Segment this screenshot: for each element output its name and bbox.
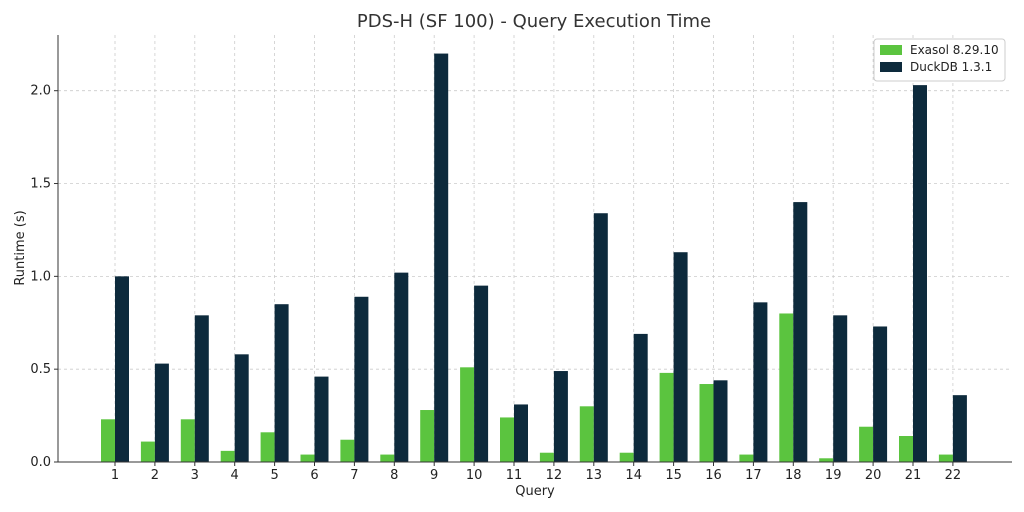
x-tick-label: 21 (905, 468, 922, 483)
legend-box (873, 38, 1006, 82)
bar-exasol-q11 (500, 417, 514, 462)
x-tick-label: 17 (745, 468, 762, 483)
bar-duckdb-q7 (354, 296, 369, 462)
legend-swatch (880, 62, 902, 72)
bar-duckdb-q8 (394, 272, 409, 462)
x-tick-label: 11 (506, 468, 523, 483)
bars-layer (101, 53, 967, 462)
bar-exasol-q8 (380, 454, 395, 462)
axes-layer: 0.00.51.01.52.01 2 3 4 5 6 7 8 9 10 11 12 13 14 15 16 17… (30, 35, 1012, 483)
x-tick-label: 22 (945, 468, 962, 483)
bar-duckdb-q21 (913, 85, 927, 462)
bar-duckdb-q6 (314, 376, 329, 462)
bar-exasol-q4 (220, 450, 235, 462)
bar-exasol-q6 (300, 454, 315, 462)
bar-exasol-q3 (180, 419, 195, 462)
bar-duckdb-q2 (154, 363, 169, 462)
bar-duckdb-q9 (434, 53, 449, 462)
bar-exasol-q18 (779, 313, 794, 462)
x-tick-label: 7 (350, 468, 358, 483)
bar-exasol-q1 (101, 419, 115, 462)
x-tick-label: 1 (111, 468, 119, 483)
bar-exasol-q21 (899, 436, 913, 462)
x-tick-label: 6 (310, 468, 318, 483)
x-tick-label: 4 (231, 468, 239, 483)
y-tick-label: 0.5 (30, 362, 51, 377)
bar-exasol-q20 (859, 426, 874, 462)
y-tick-label: 1.0 (30, 269, 51, 284)
x-tick-label: 10 (466, 468, 483, 483)
x-tick-label: 5 (270, 468, 278, 483)
bar-duckdb-q16 (713, 380, 728, 462)
y-tick-label: 0.0 (30, 455, 51, 470)
bar-duckdb-q12 (553, 371, 568, 462)
bar-exasol-q10 (460, 367, 475, 462)
x-tick-label: 13 (586, 468, 603, 483)
bar-exasol-q22 (938, 454, 953, 462)
bar-duckdb-q4 (234, 354, 249, 462)
x-tick-label: 20 (865, 468, 882, 483)
bar-duckdb-q17 (753, 302, 768, 462)
x-tick-label: 3 (191, 468, 199, 483)
legend: Exasol 8.29.10 DuckDB 1.3.1 (873, 38, 1006, 82)
bar-exasol-q19 (819, 458, 834, 462)
bar-exasol-q5 (260, 432, 275, 462)
bar-duckdb-q20 (873, 326, 888, 462)
legend-label: Exasol 8.29.10 (910, 43, 999, 57)
x-tick-label: 16 (705, 468, 722, 483)
y-tick-label: 2.0 (30, 84, 51, 99)
bar-duckdb-q15 (673, 252, 688, 462)
bar-duckdb-q1 (115, 276, 129, 462)
bar-exasol-q12 (539, 452, 554, 462)
x-tick-label: 14 (625, 468, 642, 483)
bar-duckdb-q19 (833, 315, 848, 462)
y-axis-label: Runtime (s) (13, 210, 28, 285)
bar-exasol-q15 (659, 372, 674, 462)
bar-duckdb-q3 (194, 315, 209, 462)
x-axis-label: Query (515, 484, 555, 499)
chart-title: PDS-H (SF 100) - Query Execution Time (357, 11, 711, 32)
bar-exasol-q9 (420, 410, 435, 462)
y-tick-label: 1.5 (30, 177, 51, 192)
bar-exasol-q14 (619, 452, 634, 462)
bar-duckdb-q10 (474, 285, 489, 462)
legend-swatch (880, 45, 902, 55)
bar-duckdb-q22 (952, 395, 967, 462)
x-tick-label: 19 (825, 468, 842, 483)
bar-exasol-q7 (340, 439, 355, 462)
x-tick-label: 9 (430, 468, 438, 483)
bar-duckdb-q18 (793, 202, 808, 462)
bar-duckdb-q5 (274, 304, 289, 462)
legend-label: DuckDB 1.3.1 (910, 60, 992, 74)
bar-duckdb-q14 (633, 333, 648, 462)
bar-duckdb-q11 (514, 404, 528, 462)
x-tick-label: 15 (665, 468, 682, 483)
x-tick-label: 8 (390, 468, 398, 483)
bar-exasol-q13 (579, 406, 594, 462)
bar-duckdb-q13 (593, 213, 608, 462)
bar-exasol-q16 (699, 384, 714, 462)
bar-exasol-q17 (739, 454, 754, 462)
x-tick-label: 18 (785, 468, 802, 483)
x-tick-label: 2 (151, 468, 159, 483)
x-tick-label: 12 (546, 468, 563, 483)
bar-exasol-q2 (140, 441, 155, 462)
